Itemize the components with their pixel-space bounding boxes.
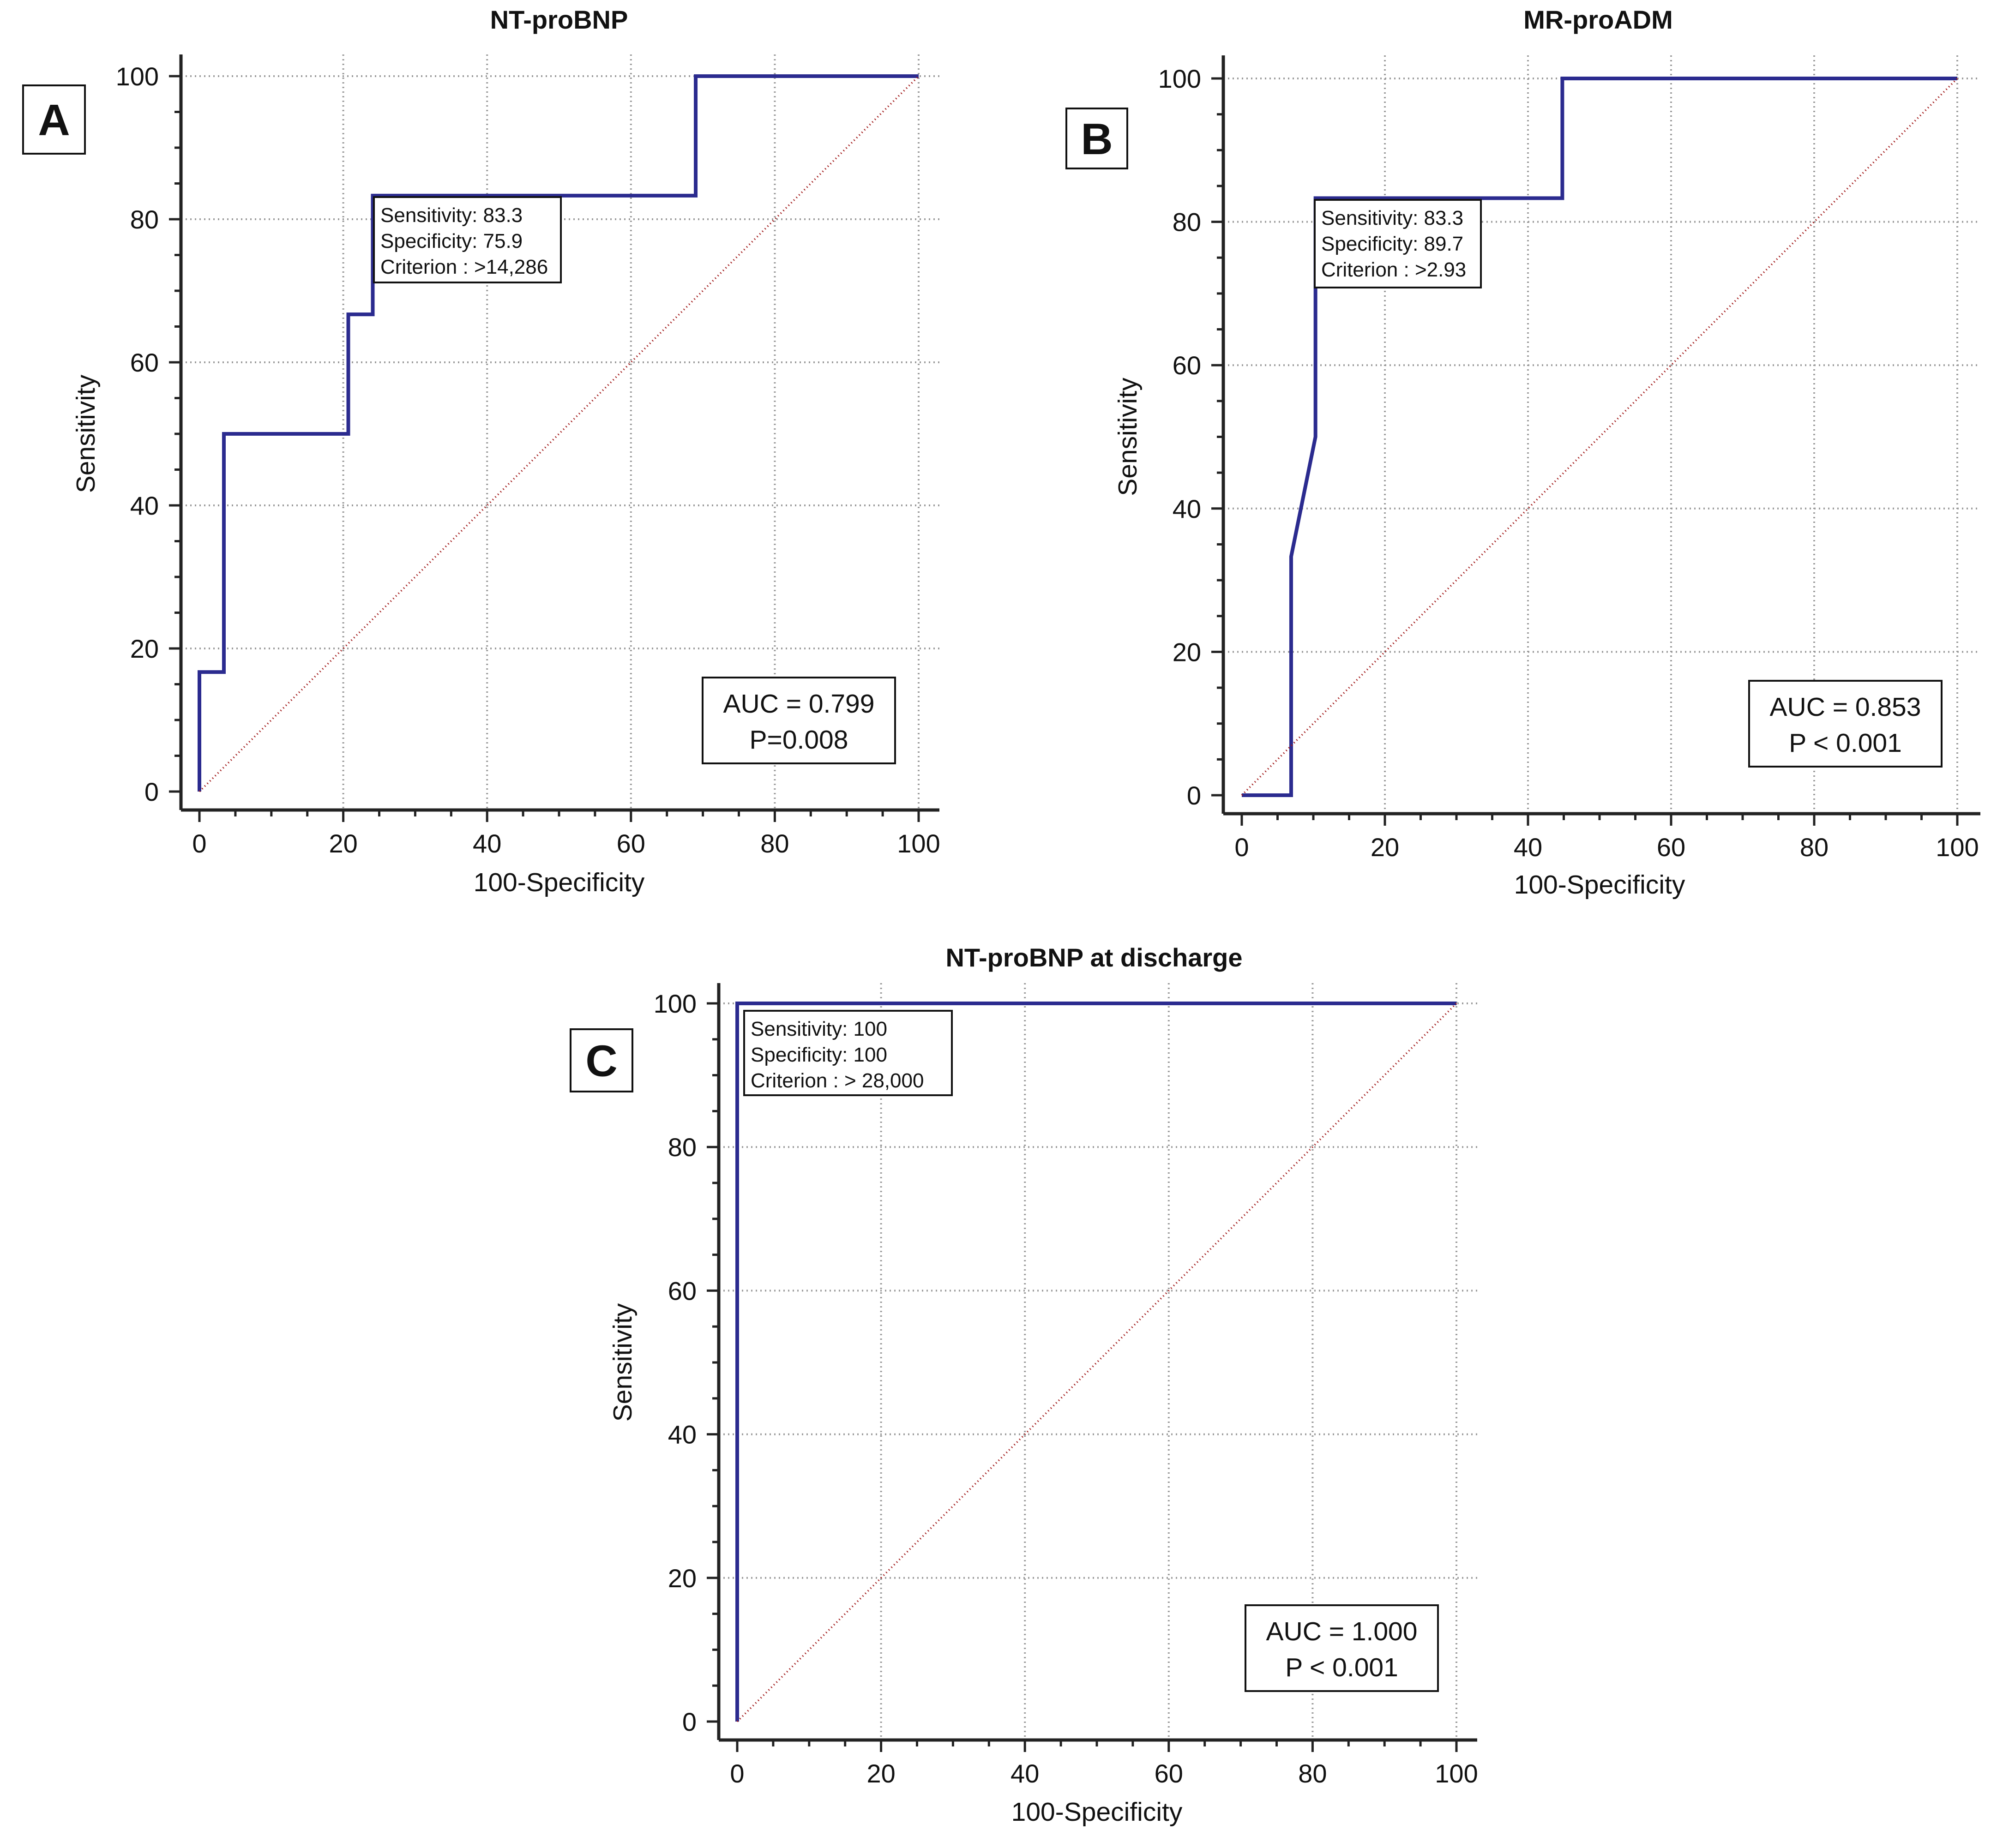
- y-tick-label: 40: [1173, 494, 1201, 523]
- y-tick-label: 80: [130, 205, 159, 234]
- y-axis-label: Sensitivity: [71, 374, 101, 493]
- y-tick-label: 60: [668, 1276, 697, 1305]
- y-tick-label: 40: [668, 1420, 697, 1449]
- chart-title: NT-proBNP: [490, 5, 628, 34]
- y-tick-label: 20: [130, 634, 159, 663]
- reference-line: [1241, 78, 1958, 796]
- panel-c: 0 20 40 60 80 100 0 20 40 60 80 100 NT-proBNP at dis…: [570, 943, 1478, 1827]
- criterion-line: Criterion : > 28,000: [751, 1069, 924, 1092]
- y-axis-label: Sensitivity: [1113, 378, 1143, 496]
- y-tick-label: 100: [654, 989, 697, 1018]
- y-tick-label: 60: [1173, 351, 1201, 380]
- roc-curve: [735, 1002, 1456, 1722]
- y-tick-label: 20: [668, 1564, 697, 1593]
- panel-letter-box: [570, 1028, 633, 1092]
- x-tick-label: 20: [329, 829, 357, 858]
- panel-b: 0 20 40 60 80 100 0 20 40 60 80 100 MR-proADM 100-Spe…: [1065, 5, 1980, 900]
- x-tick-label: 0: [1234, 833, 1249, 862]
- y-tick-label: 60: [130, 348, 159, 377]
- criterion-line: Criterion : >14,286: [380, 256, 548, 278]
- criterion-box: [1314, 199, 1482, 288]
- criterion-line: Sensitivity: 100: [751, 1018, 887, 1040]
- roc-curve: [198, 74, 919, 792]
- x-tick-label: 80: [1800, 833, 1829, 862]
- x-axis-label: 100-Specificity: [1011, 1797, 1183, 1827]
- y-tick-label: 80: [668, 1133, 697, 1162]
- panel-a: 0 20 40 60 80 100 0 20 40 60 80 100 NT-proBNP 100-Spe…: [22, 5, 940, 897]
- y-tick-label: 0: [1187, 781, 1201, 810]
- x-tick-label: 60: [617, 829, 645, 858]
- chart-title: NT-proBNP at discharge: [945, 943, 1242, 972]
- x-tick-label: 40: [473, 829, 501, 858]
- criterion-line: Specificity: 100: [751, 1044, 887, 1066]
- x-tick-label: 80: [760, 829, 789, 858]
- x-tick-label: 20: [1371, 833, 1399, 862]
- y-tick-label: 0: [144, 777, 159, 806]
- chart-title: MR-proADM: [1523, 5, 1672, 34]
- y-tick-label: 100: [1158, 64, 1201, 93]
- auc-value: AUC = 1.000: [1266, 1617, 1418, 1646]
- y-tick-label: 80: [1173, 208, 1201, 237]
- y-tick-label: 0: [682, 1707, 697, 1736]
- x-tick-label: 0: [192, 829, 206, 858]
- auc-value: AUC = 0.853: [1770, 692, 1921, 722]
- x-tick-label: 0: [730, 1759, 744, 1788]
- x-tick-label: 100: [1936, 833, 1979, 862]
- criterion-line: Sensitivity: 83.3: [380, 204, 523, 227]
- criterion-line: Sensitivity: 83.3: [1321, 207, 1463, 229]
- x-tick-label: 20: [866, 1759, 895, 1788]
- y-tick-label: 100: [116, 62, 159, 91]
- panel-letter: C: [585, 1037, 617, 1086]
- x-tick-label: 100: [1435, 1759, 1478, 1788]
- auc-box: [702, 677, 896, 764]
- x-tick-label: 60: [1657, 833, 1685, 862]
- x-tick-label: 80: [1298, 1759, 1327, 1788]
- y-axis-label: Sensitivity: [608, 1303, 638, 1422]
- criterion-box: [373, 196, 562, 283]
- criterion-line: Criterion : >2.93: [1321, 258, 1466, 281]
- x-tick-label: 40: [1514, 833, 1542, 862]
- criterion-line: Specificity: 89.7: [1321, 233, 1463, 255]
- p-value: P < 0.001: [1789, 728, 1902, 758]
- panel-letter: A: [38, 96, 70, 145]
- auc-box: [1245, 1604, 1439, 1692]
- roc-curve: [1242, 77, 1957, 797]
- p-value: P < 0.001: [1285, 1653, 1398, 1682]
- auc-value: AUC = 0.799: [723, 689, 875, 719]
- x-tick-label: 60: [1155, 1759, 1183, 1788]
- y-tick-label: 20: [1173, 637, 1201, 666]
- criterion-box: [743, 1010, 953, 1096]
- x-tick-label: 40: [1011, 1759, 1039, 1788]
- panel-letter-box: [1065, 108, 1128, 169]
- panel-letter: B: [1081, 114, 1113, 164]
- criterion-line: Specificity: 75.9: [380, 230, 523, 252]
- x-axis-label: 100-Specificity: [1514, 870, 1685, 900]
- y-tick-label: 40: [130, 491, 159, 520]
- x-tick-label: 100: [897, 829, 940, 858]
- x-axis-label: 100-Specificity: [474, 868, 645, 897]
- panel-letter-box: [22, 84, 86, 155]
- p-value: P=0.008: [750, 725, 848, 755]
- auc-box: [1748, 680, 1943, 768]
